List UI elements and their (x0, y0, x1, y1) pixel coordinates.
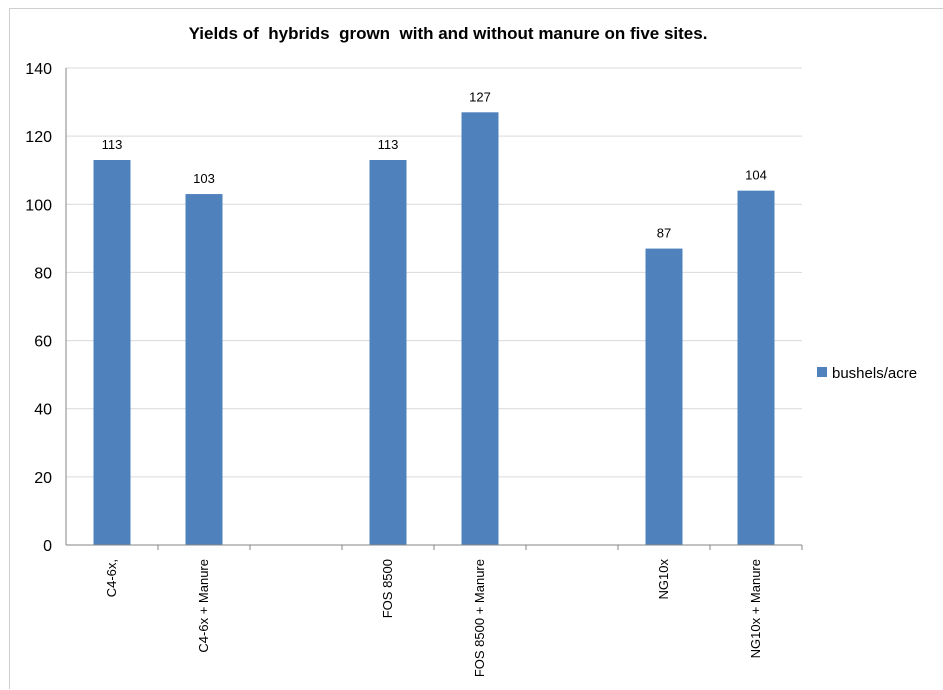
bar[interactable] (645, 248, 683, 546)
y-tick-label: 0 (43, 538, 52, 555)
data-label: 127 (469, 89, 491, 104)
bar[interactable] (461, 112, 499, 546)
y-axis-ticks: 0 20 40 60 80 100 120 140 (25, 61, 52, 555)
y-tick-label: 80 (34, 265, 52, 282)
x-tick-label: NG10x + Manure (748, 559, 763, 658)
chart-title: Yields of hybrids grown with and without… (189, 24, 708, 43)
bar[interactable] (185, 194, 223, 546)
gridlines (66, 67, 802, 478)
legend-swatch (817, 367, 827, 377)
bar-chart: Yields of hybrids grown with and without… (25, 24, 917, 678)
data-label: 113 (378, 137, 399, 152)
category-labels: C4-6x, C4-6x + Manure FOS 8500 FOS 8500 + M… (104, 559, 763, 678)
data-label: 103 (193, 171, 215, 186)
data-label: 104 (745, 168, 767, 183)
data-labels: 113 103 113 127 87 104 (102, 89, 767, 240)
data-label: 87 (657, 226, 671, 241)
bar[interactable] (737, 190, 775, 545)
data-label: 113 (102, 137, 123, 152)
x-tick-label: NG10x (656, 559, 671, 600)
y-tick-label: 120 (25, 129, 52, 146)
axes (65, 68, 803, 550)
chart-container: Yields of hybrids grown with and without… (9, 8, 943, 689)
x-tick-label: C4-6x + Manure (196, 559, 211, 653)
bars (93, 112, 775, 546)
y-tick-label: 100 (25, 197, 52, 214)
y-tick-label: 60 (34, 334, 52, 351)
bar[interactable] (369, 159, 407, 545)
x-tick-label: FOS 8500 + Manure (472, 559, 487, 677)
x-tick-label: FOS 8500 (380, 559, 395, 618)
y-tick-label: 40 (34, 402, 52, 419)
x-tick-label: C4-6x, (104, 559, 119, 597)
legend[interactable]: bushels/acre (817, 365, 917, 382)
y-tick-label: 20 (34, 470, 52, 487)
legend-label: bushels/acre (832, 365, 917, 382)
y-tick-label: 140 (25, 61, 52, 78)
bar[interactable] (93, 159, 131, 545)
